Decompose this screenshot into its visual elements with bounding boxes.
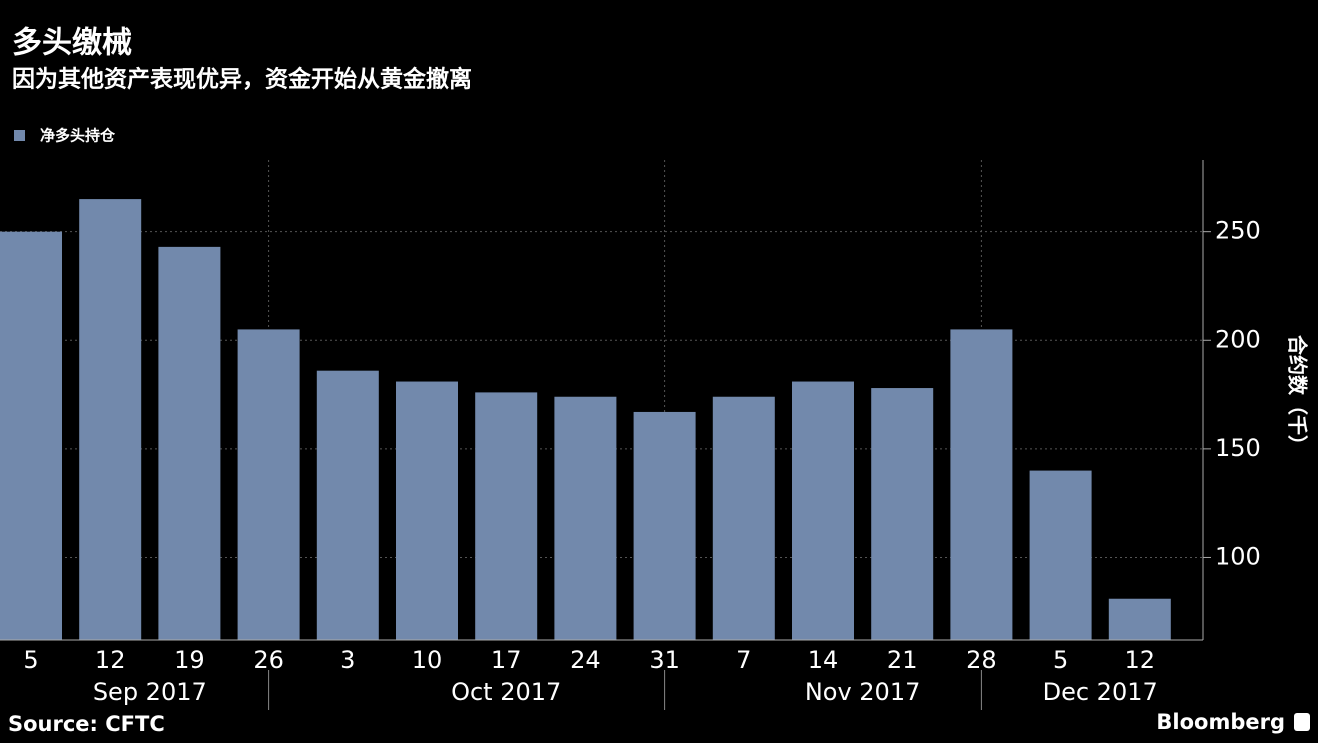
- x-tick-label: 24: [570, 646, 601, 674]
- brand: Bloomberg: [1156, 710, 1285, 734]
- y-tick-label: 200: [1215, 325, 1261, 353]
- x-tick-label: 17: [491, 646, 522, 674]
- month-label: Nov 2017: [805, 678, 921, 706]
- x-tick-label: 31: [649, 646, 680, 674]
- x-tick-label: 26: [253, 646, 284, 674]
- bar: [633, 411, 696, 640]
- bar: [158, 246, 221, 641]
- bar: [0, 231, 62, 641]
- x-tick-label: 14: [808, 646, 839, 674]
- month-label: Sep 2017: [93, 678, 207, 706]
- legend-label: 净多头持仓: [40, 127, 116, 145]
- bar: [554, 396, 617, 640]
- bar: [475, 392, 538, 640]
- bar: [871, 388, 934, 640]
- bar: [1029, 470, 1092, 640]
- y-tick-label: 100: [1215, 542, 1261, 570]
- x-tick-label: 21: [887, 646, 918, 674]
- y-tick-label: 150: [1215, 434, 1261, 462]
- x-tick-label: 5: [1053, 646, 1068, 674]
- x-tick-label: 12: [95, 646, 126, 674]
- bar: [316, 370, 379, 640]
- source: Source: CFTC: [8, 712, 165, 736]
- x-tick-label: 28: [966, 646, 997, 674]
- bar: [79, 199, 142, 640]
- x-tick-label: 5: [23, 646, 38, 674]
- x-tick-label: 7: [736, 646, 751, 674]
- chart-title: 多头缴械: [12, 26, 132, 61]
- chart-subtitle: 因为其他资产表现优异，资金开始从黄金撤离: [12, 66, 472, 93]
- bar: [1108, 598, 1171, 640]
- bar: [792, 381, 854, 640]
- month-label: Dec 2017: [1043, 678, 1158, 706]
- x-tick-label: 3: [340, 646, 355, 674]
- bar: [237, 329, 300, 640]
- legend-swatch: [14, 130, 25, 141]
- y-axis-label: 合约数（千）: [1286, 335, 1310, 455]
- bar: [712, 396, 775, 640]
- bar: [950, 329, 1013, 640]
- x-tick-label: 19: [174, 646, 205, 674]
- y-tick-label: 250: [1215, 217, 1261, 245]
- x-tick-label: 12: [1125, 646, 1156, 674]
- brand-icon: [1294, 713, 1310, 731]
- x-tick-label: 10: [412, 646, 443, 674]
- month-label: Oct 2017: [451, 678, 561, 706]
- bar: [396, 381, 458, 640]
